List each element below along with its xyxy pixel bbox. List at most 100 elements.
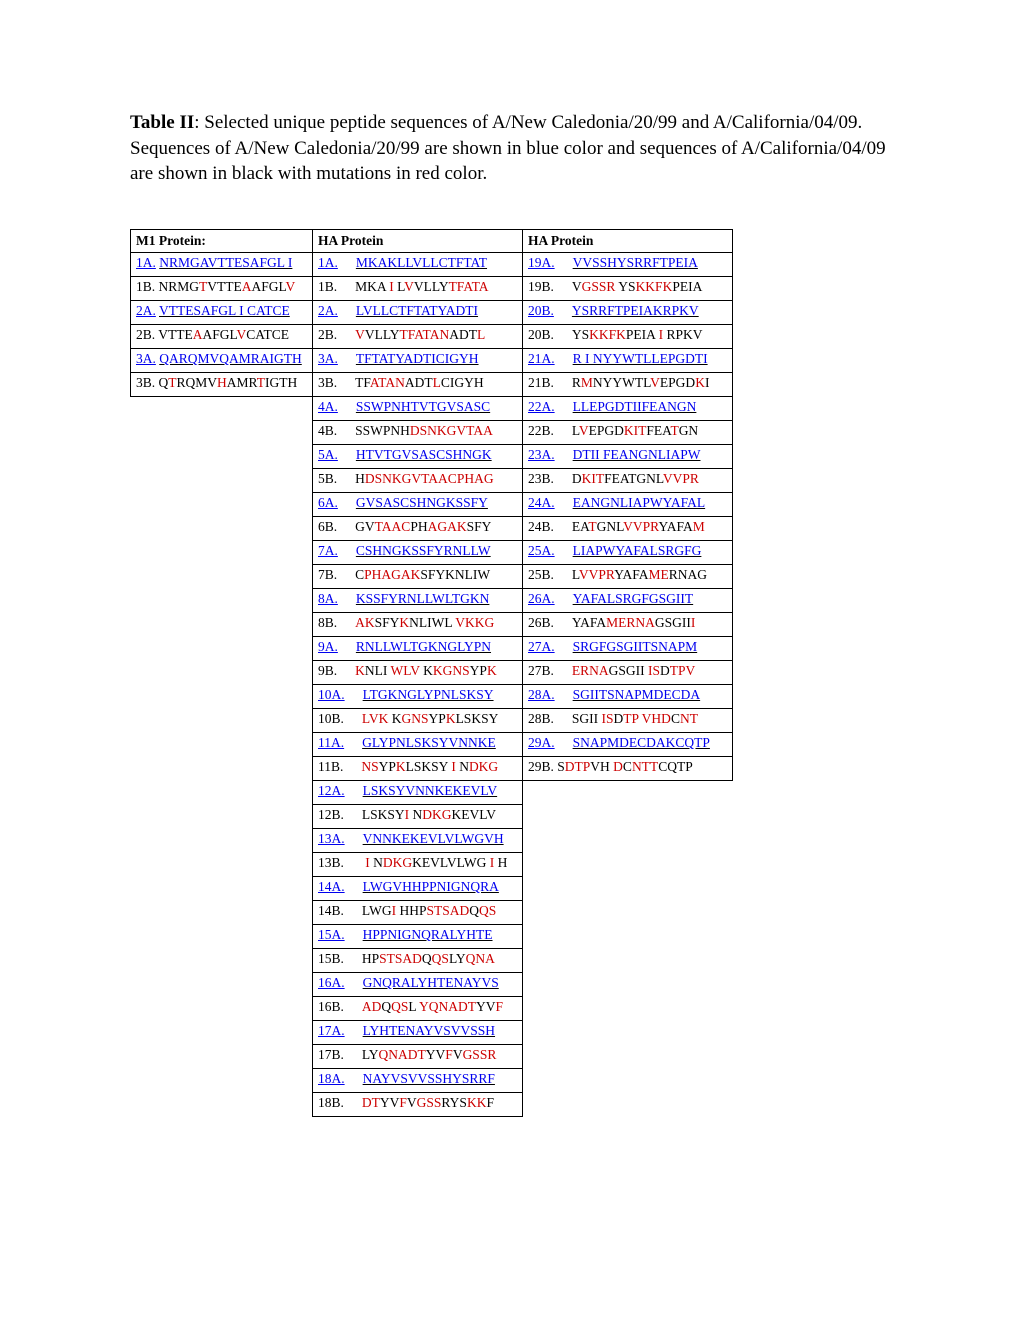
cell-m1 [131, 420, 313, 444]
cell-m1 [131, 1020, 313, 1044]
title-block: Table II: Selected unique peptide sequen… [130, 110, 890, 187]
cell-ha2: 27A.SRGFGSGIITSNAPM [523, 636, 733, 660]
cell-ha1: 16A.GNQRALYHTENAYVS [313, 972, 523, 996]
cell-ha1: 6A.GVSASCSHNGKSSFY [313, 492, 523, 516]
table-row: 3B. QTRQMVHAMRTIGTH3B.TFATANADTLCIGYH21B… [131, 372, 733, 396]
cell-m1 [131, 1092, 313, 1116]
cell-ha1: 13A.VNNKEKEVLVLWGVH [313, 828, 523, 852]
table-row: 9A.RNLLWLTGKNGLYPN27A.SRGFGSGIITSNAPM [131, 636, 733, 660]
header-row: M1 Protein: HA Protein HA Protein [131, 229, 733, 252]
cell-m1 [131, 1044, 313, 1068]
cell-m1: 2B. VTTEAAFGLVCATCE [131, 324, 313, 348]
cell-m1 [131, 948, 313, 972]
cell-m1 [131, 972, 313, 996]
table-body: 1A. NRMGAVTTESAFGL I1A.MKAKLLVLLCTFTAT19… [131, 252, 733, 1116]
cell-ha2: 20B.YSRRFTPEIAKRPKV [523, 300, 733, 324]
cell-ha1: 13B. I NDKGKEVLVLWG I H [313, 852, 523, 876]
cell-m1 [131, 588, 313, 612]
cell-m1 [131, 660, 313, 684]
table-row: 2A. VTTESAFGL I CATCE2A.LVLLCTFTATYADTI2… [131, 300, 733, 324]
table-row: 13A.VNNKEKEVLVLWGVH [131, 828, 733, 852]
cell-ha1: 7A.CSHNGKSSFYRNLLW [313, 540, 523, 564]
cell-ha1: 7B.CPHAGAKSFYKNLIW [313, 564, 523, 588]
cell-m1 [131, 396, 313, 420]
cell-m1 [131, 708, 313, 732]
cell-ha2: 23A.DTII FEANGNLIAPW [523, 444, 733, 468]
cell-ha1: 17B.LYQNADTYVFVGSSR [313, 1044, 523, 1068]
table-row: 13B. I NDKGKEVLVLWG I H [131, 852, 733, 876]
cell-ha2: 27B.ERNAGSGII ISDTPV [523, 660, 733, 684]
cell-ha2: 26A.YAFALSRGFGSGIIT [523, 588, 733, 612]
cell-ha2: 22A.LLEPGDTIIFEANGN [523, 396, 733, 420]
cell-ha1: 2B.VVLLYTFATANADTL [313, 324, 523, 348]
cell-ha1: 18A.NAYVSVVSSHYSRRF [313, 1068, 523, 1092]
cell-m1: 3A. QARQMVQAMRAIGTH [131, 348, 313, 372]
cell-ha1: 8B.AKSFYKNLIWL VKKG [313, 612, 523, 636]
cell-ha1: 17A.LYHTENAYVSVVSSH [313, 1020, 523, 1044]
cell-ha2: 19A.VVSSHYSRRFTPEIA [523, 252, 733, 276]
cell-ha2: 28B.SGII ISDTP VHDCNT [523, 708, 733, 732]
table-row: 16B.ADQQSL YQNADTYVF [131, 996, 733, 1020]
cell-m1: 1A. NRMGAVTTESAFGL I [131, 252, 313, 276]
table-row: 17B.LYQNADTYVFVGSSR [131, 1044, 733, 1068]
cell-ha1: 1A.MKAKLLVLLCTFTAT [313, 252, 523, 276]
table-legend: Sequences of A/New Caledonia/20/99 are s… [130, 138, 886, 185]
cell-ha2: 25B.LVVPRYAFAMERNAG [523, 564, 733, 588]
table-row: 3A. QARQMVQAMRAIGTH3A.TFTATYADTICIGYH21A… [131, 348, 733, 372]
cell-ha1: 6B.GVTAACPHAGAKSFY [313, 516, 523, 540]
cell-m1 [131, 492, 313, 516]
cell-ha1: 5B.HDSNKGVTAACPHAG [313, 468, 523, 492]
cell-m1 [131, 540, 313, 564]
header-ha2: HA Protein [523, 229, 733, 252]
cell-ha1: 16B.ADQQSL YQNADTYVF [313, 996, 523, 1020]
cell-ha1: 9A.RNLLWLTGKNGLYPN [313, 636, 523, 660]
cell-m1 [131, 876, 313, 900]
cell-ha1: 4B.SSWPNHDSNKGVTAA [313, 420, 523, 444]
cell-ha2: 23B.DKITFEATGNLVVPR [523, 468, 733, 492]
table-row: 15A.HPPNIGNQRALYHTE [131, 924, 733, 948]
cell-m1 [131, 852, 313, 876]
cell-ha1: 5A.HTVTGVSASCSHNGK [313, 444, 523, 468]
table-row: 10A.LTGKNGLYPNLSKSY28A.SGIITSNAPMDECDA [131, 684, 733, 708]
cell-m1 [131, 684, 313, 708]
cell-m1 [131, 924, 313, 948]
cell-ha1: 10A.LTGKNGLYPNLSKSY [313, 684, 523, 708]
cell-ha1: 15B.HPSTSADQQSLYQNA [313, 948, 523, 972]
table-row: 12B.LSKSYI NDKGKEVLV [131, 804, 733, 828]
table-row: 11A.GLYPNLSKSYVNNKE29A.SNAPMDECDAKCQTP [131, 732, 733, 756]
cell-ha2: 25A.LIAPWYAFALSRGFG [523, 540, 733, 564]
cell-ha1: 14B.LWGI HHPSTSADQQS [313, 900, 523, 924]
table-label: Table II [130, 112, 194, 133]
table-row: 5B.HDSNKGVTAACPHAG23B.DKITFEATGNLVVPR [131, 468, 733, 492]
table-row: 6A.GVSASCSHNGKSSFY24A.EANGNLIAPWYAFAL [131, 492, 733, 516]
table-row: 7A.CSHNGKSSFYRNLLW25A.LIAPWYAFALSRGFG [131, 540, 733, 564]
cell-m1 [131, 444, 313, 468]
table-row: 5A.HTVTGVSASCSHNGK23A.DTII FEANGNLIAPW [131, 444, 733, 468]
cell-ha1: 12B.LSKSYI NDKGKEVLV [313, 804, 523, 828]
cell-m1 [131, 636, 313, 660]
cell-ha2: 22B.LVEPGDKITFEATGN [523, 420, 733, 444]
cell-ha2: 26B.YAFAMERNAGSGIII [523, 612, 733, 636]
cell-ha2: 24B.EATGNLVVPRYAFAM [523, 516, 733, 540]
cell-m1 [131, 732, 313, 756]
cell-ha1: 12A.LSKSYVNNKEKEVLV [313, 780, 523, 804]
table-row: 15B.HPSTSADQQSLYQNA [131, 948, 733, 972]
cell-ha2: 28A.SGIITSNAPMDECDA [523, 684, 733, 708]
cell-m1 [131, 756, 313, 780]
header-ha1: HA Protein [313, 229, 523, 252]
cell-ha1: 1B.MKA I LVVLLYTFATA [313, 276, 523, 300]
table-row: 14A.LWGVHHPPNIGNQRA [131, 876, 733, 900]
cell-m1 [131, 828, 313, 852]
cell-ha1: 3A.TFTATYADTICIGYH [313, 348, 523, 372]
table-row: 4B.SSWPNHDSNKGVTAA22B.LVEPGDKITFEATGN [131, 420, 733, 444]
table-row: 8A.KSSFYRNLLWLTGKN26A.YAFALSRGFGSGIIT [131, 588, 733, 612]
table-row: 1A. NRMGAVTTESAFGL I1A.MKAKLLVLLCTFTAT19… [131, 252, 733, 276]
header-m1: M1 Protein: [131, 229, 313, 252]
cell-ha2: 19B.VGSSR YSKKFKPEIA [523, 276, 733, 300]
table-row: 12A.LSKSYVNNKEKEVLV [131, 780, 733, 804]
cell-ha1: 18B.DTYVFVGSSRYSKKF [313, 1092, 523, 1116]
cell-ha1: 3B.TFATANADTLCIGYH [313, 372, 523, 396]
cell-m1 [131, 804, 313, 828]
cell-ha1: 4A.SSWPNHTVTGVSASC [313, 396, 523, 420]
table-row: 7B.CPHAGAKSFYKNLIW25B.LVVPRYAFAMERNAG [131, 564, 733, 588]
